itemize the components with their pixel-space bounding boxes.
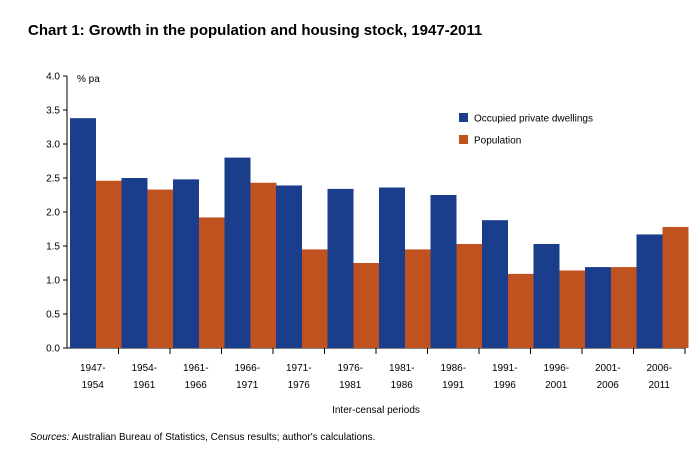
y-tick-label: 4.0	[46, 72, 60, 83]
y-axis: 0.0 0.5 1.0 1.5 2.0 2.5 3.0 3.5 4.0 % pa	[46, 72, 100, 355]
x-tick-label: 1996	[494, 380, 517, 391]
y-tick-label: 3.0	[46, 140, 60, 151]
bar-dwellings	[224, 157, 251, 348]
bar-dwellings	[379, 187, 405, 348]
y-axis-label: % pa	[77, 74, 100, 85]
x-tick-label: 1986	[391, 380, 414, 391]
source-note: Sources: Australian Bureau of Statistics…	[30, 432, 375, 443]
legend: Occupied private dwellings Population	[459, 113, 593, 147]
bar-population	[611, 267, 637, 348]
x-tick-label: 1991	[442, 380, 465, 391]
chart-title: Chart 1: Growth in the population and ho…	[28, 22, 483, 39]
x-tick-label: 1954	[82, 380, 105, 391]
x-tick-label: 2001	[545, 380, 568, 391]
x-tick-label: 1966-	[234, 363, 260, 374]
bar-dwellings	[636, 234, 663, 348]
x-tick-label: 2011	[648, 380, 670, 391]
y-tick-label: 1.5	[46, 242, 60, 253]
x-tick-label: 1981-	[389, 363, 415, 374]
bar-dwellings	[585, 267, 611, 348]
bar-population	[456, 243, 483, 348]
x-tick-label: 1976	[288, 380, 311, 391]
bar-dwellings	[173, 179, 199, 348]
y-tick-label: 0.0	[46, 344, 60, 355]
x-tick-label: 1986-	[440, 363, 466, 374]
legend-swatch-population	[459, 135, 468, 144]
bar-population	[405, 249, 431, 348]
bar-dwellings	[276, 185, 302, 348]
y-tick-label: 1.0	[46, 276, 60, 287]
source-text: Australian Bureau of Statistics, Census …	[69, 432, 376, 443]
bar-dwellings	[533, 243, 560, 348]
bar-dwellings	[121, 178, 148, 348]
x-tick-label: 2001-	[595, 363, 621, 374]
y-tick-label: 2.0	[46, 208, 60, 219]
bar-dwellings	[430, 195, 457, 348]
bar-population	[147, 189, 174, 348]
bar-population	[250, 182, 277, 348]
x-tick-label: 1954-	[131, 363, 157, 374]
x-tick-label: 1961-	[183, 363, 209, 374]
y-tick-label: 0.5	[46, 310, 60, 321]
x-tick-label: 1991-	[492, 363, 518, 374]
x-axis: 1947- 1954 1954- 1961 1961- 1966 1966- 1971 1971…	[67, 347, 686, 416]
bar-population	[353, 263, 380, 348]
y-tick-label: 2.5	[46, 174, 60, 185]
x-tick-label: 1961	[133, 380, 156, 391]
x-tick-label: 2006-	[646, 363, 672, 374]
x-axis-label: Inter-censal periods	[332, 405, 420, 416]
bar-dwellings	[482, 220, 508, 348]
bars	[70, 118, 689, 348]
bar-dwellings	[327, 188, 354, 348]
x-tick-label: 1947-	[80, 363, 106, 374]
bar-population	[662, 226, 689, 348]
legend-swatch-dwellings	[459, 113, 468, 122]
bar-dwellings	[70, 118, 96, 348]
bar-population	[508, 273, 534, 348]
x-tick-label: 2006	[597, 380, 620, 391]
bar-population	[559, 270, 586, 348]
bar-population	[302, 249, 328, 348]
bar-population	[199, 217, 225, 348]
x-tick-label: 1976-	[337, 363, 363, 374]
x-tick-label: 1981	[339, 380, 362, 391]
y-tick-label: 3.5	[46, 106, 60, 117]
x-tick-label: 1966	[185, 380, 208, 391]
x-tick-label: 1971	[236, 380, 259, 391]
legend-label-dwellings: Occupied private dwellings	[474, 114, 593, 125]
bar-population	[96, 180, 122, 348]
x-tick-label: 1996-	[543, 363, 569, 374]
source-label: Sources:	[30, 432, 70, 443]
x-tick-label: 1971-	[286, 363, 312, 374]
legend-label-population: Population	[474, 136, 521, 147]
